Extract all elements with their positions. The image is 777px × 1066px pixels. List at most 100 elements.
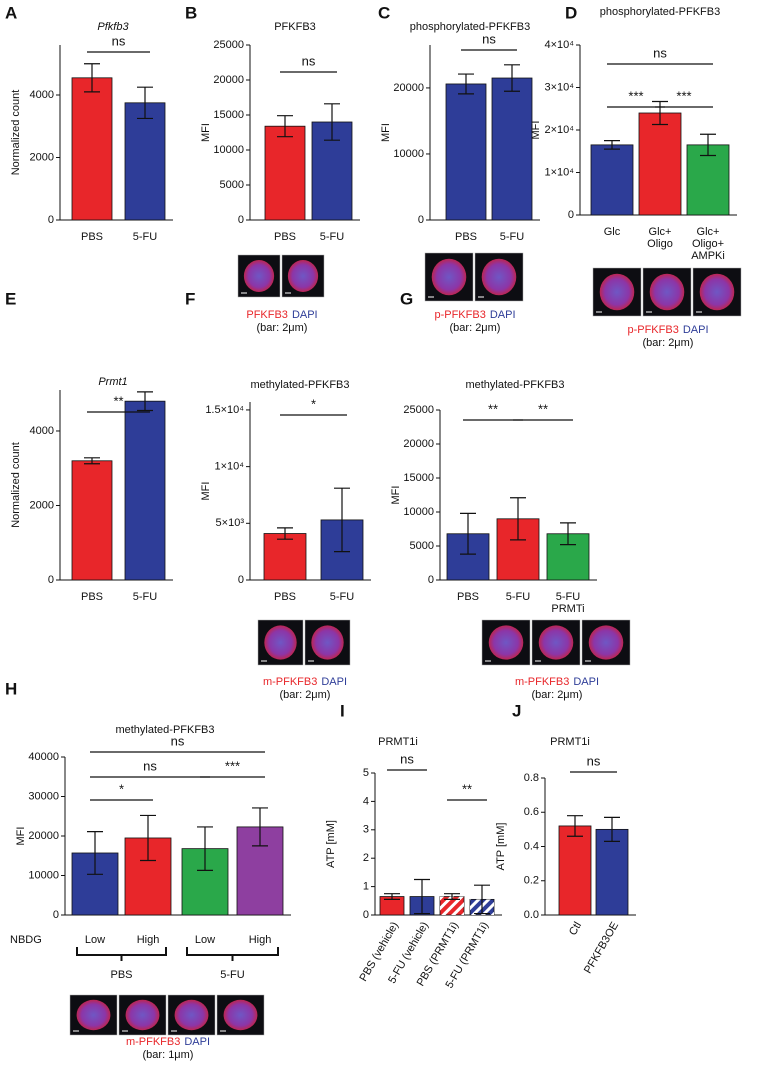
chart-title: Pfkfb3: [97, 21, 129, 33]
chart-title: methylated-PFKFB3: [465, 379, 564, 391]
cell: [649, 273, 685, 311]
cell: [481, 258, 517, 296]
y-tick-label: 3×10⁴: [544, 81, 574, 93]
error-bar: [334, 487, 350, 553]
bar: [558, 825, 592, 916]
bar: [590, 144, 634, 216]
panel-letter: A: [5, 3, 17, 22]
y-tick-label: 25000: [403, 404, 434, 416]
error-bar: [460, 512, 476, 555]
bar: [124, 400, 166, 581]
cell: [588, 625, 624, 660]
x-tick-label: Ctl: [567, 920, 584, 938]
error-bar: [604, 816, 620, 842]
caption-stain: PFKFB3: [246, 309, 288, 321]
cell: [125, 999, 160, 1031]
y-tick-label: 0: [53, 909, 59, 921]
error-bar: [324, 103, 340, 141]
y-tick-label: 5×10³: [216, 517, 245, 529]
panel-letter: F: [185, 289, 195, 308]
x-tick-label: High: [249, 934, 272, 946]
significance-label: **: [538, 401, 548, 416]
significance-label: ***: [676, 88, 691, 103]
caption-dapi: DAPI: [573, 676, 599, 688]
y-tick-label: 1: [363, 881, 369, 893]
bar: [124, 102, 166, 221]
y-tick-label: 10000: [393, 148, 424, 160]
error-bar: [84, 63, 100, 93]
significance-label: **: [488, 401, 498, 416]
error-bar: [504, 64, 520, 92]
y-tick-label: 40000: [28, 751, 59, 763]
caption: m-PFKFB3 DAPI: [126, 1036, 210, 1048]
caption-dapi: DAPI: [321, 676, 347, 688]
y-tick-label: 10000: [403, 506, 434, 518]
caption-stain: m-PFKFB3: [126, 1036, 180, 1048]
significance-label: ***: [225, 758, 240, 773]
error-bar: [567, 815, 583, 837]
caption-dapi: DAPI: [184, 1036, 210, 1048]
error-bar: [277, 527, 293, 540]
caption-scale: (bar: 2μm): [257, 322, 308, 334]
x-tick-label: PBS: [81, 231, 103, 243]
error-bar: [137, 391, 153, 412]
group-bracket: [186, 947, 279, 961]
chart-title: phosphorylated-PFKFB3: [600, 6, 720, 18]
y-axis-label: MFI: [15, 827, 27, 846]
x-tick-label: 5-FU: [500, 231, 525, 243]
y-axis-label: ATP [mM]: [495, 823, 507, 871]
chart-title: PFKFB3: [274, 21, 316, 33]
error-bar: [137, 86, 153, 120]
error-bar: [652, 100, 668, 126]
error-bar: [474, 884, 490, 915]
y-tick-label: 0: [48, 574, 54, 586]
x-tick-label: PBS: [274, 231, 296, 243]
x-tick-label: PFKFB3OE: [582, 920, 621, 976]
y-tick-label: 2: [363, 852, 369, 864]
caption: m-PFKFB3 DAPI: [263, 676, 347, 688]
chart-title: PRMT1i: [378, 736, 418, 748]
y-tick-label: 15000: [213, 109, 244, 121]
chart-title: methylated-PFKFB3: [250, 379, 349, 391]
caption-scale: (bar: 2μm): [450, 322, 501, 334]
caption: p-PFKFB3 DAPI: [434, 309, 515, 321]
bar: [445, 83, 487, 221]
x-tick-label: Glc+ Oligo+ AMPKi: [691, 226, 725, 262]
significance-label: ns: [112, 33, 126, 48]
y-tick-label: 2000: [30, 151, 54, 163]
chart-title: PRMT1i: [550, 736, 590, 748]
panel-letter: B: [185, 3, 197, 22]
y-tick-label: 5000: [410, 540, 434, 552]
significance-label: ns: [400, 751, 414, 766]
error-bar: [604, 140, 620, 150]
y-tick-label: 5: [363, 767, 369, 779]
y-tick-label: 15000: [403, 472, 434, 484]
y-tick-label: 30000: [28, 790, 59, 802]
cell: [488, 625, 524, 660]
x-tick-label: Glc+ Oligo: [647, 226, 673, 250]
caption-dapi: DAPI: [490, 309, 516, 321]
panel-letter: C: [378, 3, 390, 22]
caption-scale: (bar: 1μm): [143, 1049, 194, 1061]
x-tick-label: 5-FU PRMTi: [551, 591, 584, 615]
y-tick-label: 3: [363, 824, 369, 836]
caption: p-PFKFB3 DAPI: [627, 324, 708, 336]
significance-label: ns: [171, 733, 185, 748]
y-axis-label: MFI: [200, 482, 212, 501]
panel-letter: D: [565, 3, 577, 22]
cell: [264, 625, 297, 660]
cell: [223, 999, 258, 1031]
cell: [311, 625, 344, 660]
error-bar: [458, 73, 474, 95]
cell: [76, 999, 111, 1031]
y-axis-label: Normalized count: [10, 90, 22, 176]
caption: m-PFKFB3 DAPI: [515, 676, 599, 688]
significance-label: ns: [653, 45, 667, 60]
x-tick-label: Glc: [604, 226, 621, 238]
y-tick-label: 4000: [30, 425, 54, 437]
error-bar: [277, 115, 293, 138]
caption-scale: (bar: 2μm): [643, 337, 694, 349]
error-bar: [252, 807, 268, 847]
y-axis-label: MFI: [530, 121, 542, 140]
